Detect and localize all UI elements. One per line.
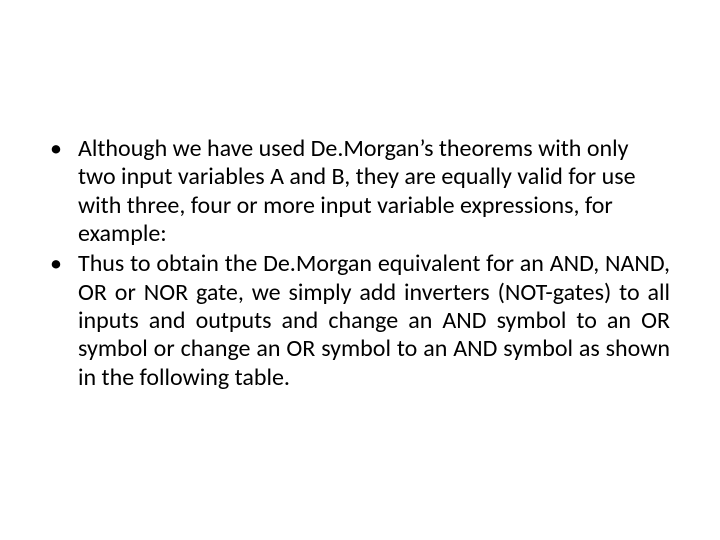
bullet-list: Although we have used De.Morgan’s theore…: [50, 135, 670, 392]
bullet-text: Thus to obtain the De.Morgan equivalent …: [78, 249, 670, 391]
bullet-item: Although we have used De.Morgan’s theore…: [50, 135, 670, 248]
slide: Although we have used De.Morgan’s theore…: [0, 0, 720, 540]
bullet-item: Thus to obtain the De.Morgan equivalent …: [50, 250, 670, 392]
bullet-text: Although we have used De.Morgan’s theore…: [78, 134, 636, 248]
